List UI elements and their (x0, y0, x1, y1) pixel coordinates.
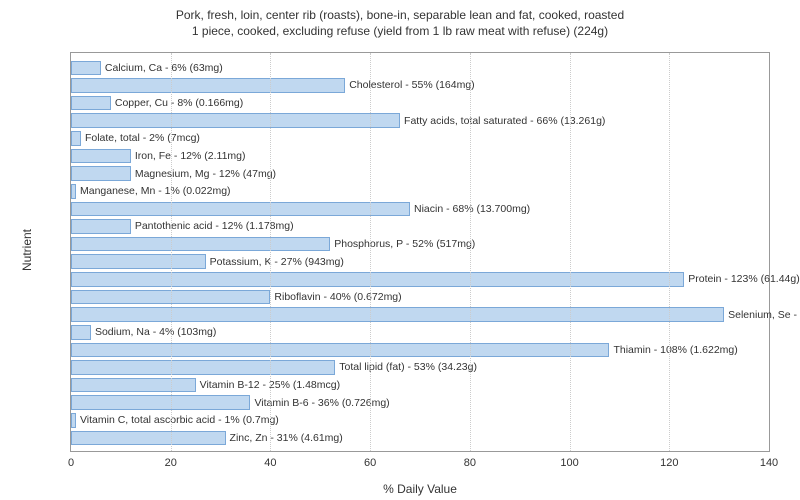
bar-label: Pantothenic acid - 12% (1.178mg) (131, 220, 294, 232)
bar-row: Sodium, Na - 4% (103mg) (71, 323, 769, 341)
bar (71, 78, 345, 93)
bar-row: Vitamin B-12 - 25% (1.48mcg) (71, 376, 769, 394)
bar-row: Iron, Fe - 12% (2.11mg) (71, 147, 769, 165)
bars-container: Calcium, Ca - 6% (63mg) Cholesterol - 55%… (71, 59, 769, 445)
chart-title-line2: 1 piece, cooked, excluding refuse (yield… (192, 24, 608, 38)
grid-line (270, 53, 271, 451)
bar (71, 395, 250, 410)
bar (71, 307, 724, 322)
bar-row: Vitamin B-6 - 36% (0.726mg) (71, 394, 769, 412)
bar-label: Iron, Fe - 12% (2.11mg) (131, 150, 246, 162)
bar-label: Copper, Cu - 8% (0.166mg) (111, 97, 243, 109)
bar (71, 360, 335, 375)
chart-title: Pork, fresh, loin, center rib (roasts), … (0, 0, 800, 39)
bar-label: Calcium, Ca - 6% (63mg) (101, 62, 223, 74)
chart-title-line1: Pork, fresh, loin, center rib (roasts), … (176, 8, 624, 22)
nutrient-chart: Pork, fresh, loin, center rib (roasts), … (0, 0, 800, 500)
bar-label: Vitamin B-12 - 25% (1.48mcg) (196, 379, 340, 391)
bar-row: Copper, Cu - 8% (0.166mg) (71, 94, 769, 112)
bar-label: Selenium, Se - 131% (91.8mcg) (724, 309, 800, 321)
bar-row: Vitamin C, total ascorbic acid - 1% (0.7… (71, 412, 769, 430)
grid-line (370, 53, 371, 451)
plot-area: Calcium, Ca - 6% (63mg) Cholesterol - 55%… (70, 52, 770, 452)
grid-line (669, 53, 670, 451)
bar-row: Niacin - 68% (13.700mg) (71, 200, 769, 218)
bar (71, 343, 609, 358)
bar (71, 166, 131, 181)
bar-row: Folate, total - 2% (7mcg) (71, 130, 769, 148)
bar-label: Thiamin - 108% (1.622mg) (609, 344, 737, 356)
bar-row: Phosphorus, P - 52% (517mg) (71, 235, 769, 253)
bar-row: Fatty acids, total saturated - 66% (13.2… (71, 112, 769, 130)
x-tick-label: 100 (560, 457, 578, 469)
bar-label: Vitamin C, total ascorbic acid - 1% (0.7… (76, 414, 279, 426)
x-axis-label: % Daily Value (70, 482, 770, 496)
bar (71, 149, 131, 164)
x-tick-label: 80 (464, 457, 476, 469)
grid-line (171, 53, 172, 451)
bar-row: Thiamin - 108% (1.622mg) (71, 341, 769, 359)
bar-row: Riboflavin - 40% (0.672mg) (71, 288, 769, 306)
bar-row: Magnesium, Mg - 12% (47mg) (71, 165, 769, 183)
bar-label: Potassium, K - 27% (943mg) (206, 256, 344, 268)
grid-line (570, 53, 571, 451)
bar-row: Potassium, K - 27% (943mg) (71, 253, 769, 271)
x-tick-label: 0 (68, 457, 74, 469)
bar-row: Zinc, Zn - 31% (4.61mg) (71, 429, 769, 447)
x-tick-label: 40 (264, 457, 276, 469)
bar-label: Sodium, Na - 4% (103mg) (91, 326, 216, 338)
bar (71, 61, 101, 76)
bar (71, 202, 410, 217)
bar (71, 237, 330, 252)
bar-row: Total lipid (fat) - 53% (34.23g) (71, 359, 769, 377)
x-tick-label: 20 (165, 457, 177, 469)
bar-label: Phosphorus, P - 52% (517mg) (330, 238, 475, 250)
bar-label: Folate, total - 2% (7mcg) (81, 132, 200, 144)
bar-label: Zinc, Zn - 31% (4.61mg) (226, 432, 343, 444)
y-axis-label: Nutrient (20, 229, 34, 271)
bar (71, 131, 81, 146)
bar-label: Protein - 123% (61.44g) (684, 273, 799, 285)
bar-label: Total lipid (fat) - 53% (34.23g) (335, 361, 477, 373)
x-tick-label: 120 (660, 457, 678, 469)
bar (71, 96, 111, 111)
bar (71, 113, 400, 128)
bar (71, 325, 91, 340)
bar-label: Cholesterol - 55% (164mg) (345, 79, 474, 91)
grid-line (470, 53, 471, 451)
bar-label: Magnesium, Mg - 12% (47mg) (131, 168, 276, 180)
x-tick-label: 140 (760, 457, 778, 469)
bar-label: Manganese, Mn - 1% (0.022mg) (76, 185, 231, 197)
x-tick-label: 60 (364, 457, 376, 469)
bar-row: Calcium, Ca - 6% (63mg) (71, 59, 769, 77)
bar-label: Riboflavin - 40% (0.672mg) (270, 291, 401, 303)
bar-row: Protein - 123% (61.44g) (71, 271, 769, 289)
bar-row: Selenium, Se - 131% (91.8mcg) (71, 306, 769, 324)
bar (71, 431, 226, 446)
bar (71, 378, 196, 393)
bar (71, 219, 131, 234)
bar (71, 272, 684, 287)
bar-label: Fatty acids, total saturated - 66% (13.2… (400, 115, 605, 127)
bar-row: Cholesterol - 55% (164mg) (71, 77, 769, 95)
bar (71, 254, 206, 269)
bar-row: Pantothenic acid - 12% (1.178mg) (71, 218, 769, 236)
bar-row: Manganese, Mn - 1% (0.022mg) (71, 182, 769, 200)
